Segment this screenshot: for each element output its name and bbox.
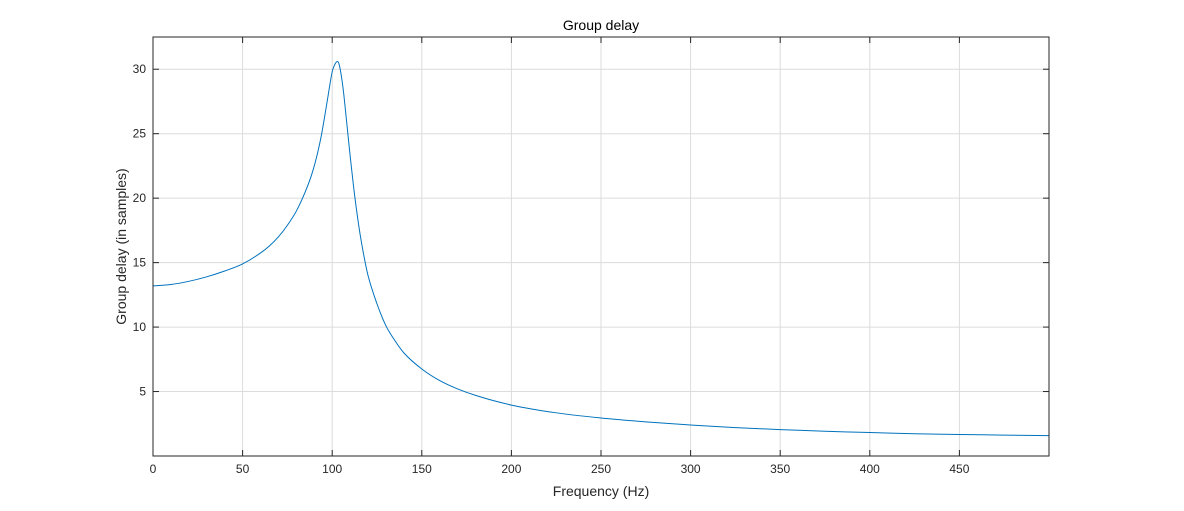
x-tick-label: 0 <box>150 462 157 476</box>
grid-layer <box>153 37 1049 456</box>
x-tick-label: 200 <box>501 462 521 476</box>
x-tick-label: 300 <box>681 462 701 476</box>
y-tick-label: 10 <box>133 320 147 334</box>
x-tick-label: 100 <box>322 462 342 476</box>
x-tick-label: 50 <box>236 462 250 476</box>
y-tick-label: 30 <box>133 62 147 76</box>
x-axis-label: Frequency (Hz) <box>553 483 649 499</box>
y-tick-label: 25 <box>133 127 147 141</box>
y-tick-label: 20 <box>133 191 147 205</box>
x-tick-label: 450 <box>949 462 969 476</box>
y-axis-label: Group delay (in samples) <box>113 168 129 324</box>
y-tick-label: 15 <box>133 256 147 270</box>
x-tick-label: 400 <box>860 462 880 476</box>
series-line <box>152 60 1050 437</box>
x-tick-label: 250 <box>591 462 611 476</box>
tick-layer: 0 50 100 150 200 250 300 350 400 450 5 10 15 20 25 30 <box>133 37 1049 476</box>
x-tick-label: 350 <box>770 462 790 476</box>
x-tick-label: 150 <box>412 462 432 476</box>
y-tick-label: 5 <box>139 385 146 399</box>
chart-title: Group delay <box>563 17 639 33</box>
line-layer <box>152 60 1050 437</box>
